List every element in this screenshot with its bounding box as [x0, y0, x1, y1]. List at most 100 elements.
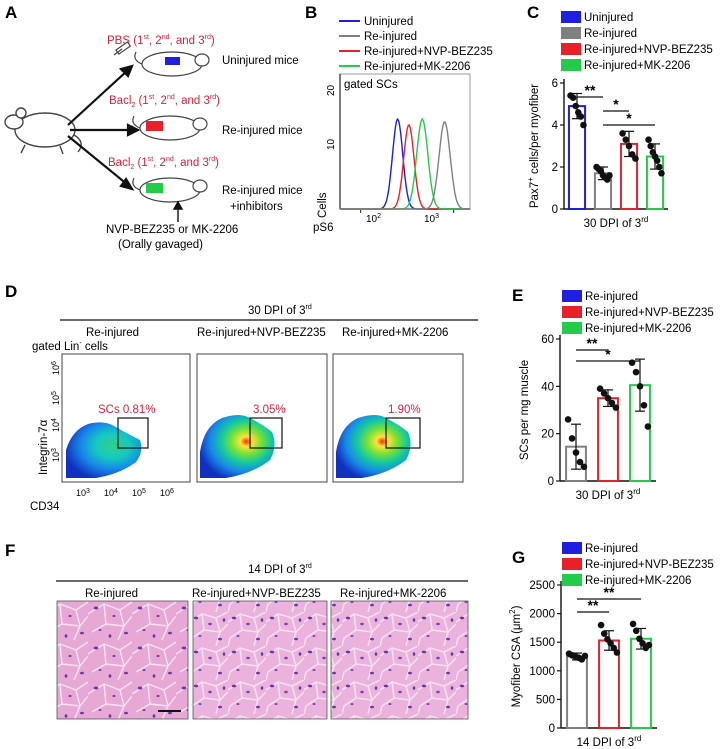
histogram-ytick-10: 10 — [326, 138, 337, 150]
csa-ytick-label-2: 1000 — [529, 666, 555, 678]
panel-a-schematic: PBS (1st, 2nd, and 3rd) Uninjured mice B… — [4, 34, 303, 251]
histology-image-3 — [330, 600, 469, 720]
histo-col-title-2: Re-injured+NVP-BEZ235 — [192, 588, 321, 600]
scs-sig-label-0: ** — [587, 335, 598, 351]
flow-density-1 — [66, 422, 142, 478]
panel-d-flow: 30 DPI of 3rd Re-injured Re-injured+NVP-… — [30, 304, 478, 513]
legend-label-nvp: Re-injured+NVP-BEZ235 — [364, 46, 493, 58]
flow-xtick-1e5: 105 — [132, 488, 146, 498]
panel-d-header: 30 DPI of 3rd — [248, 304, 312, 317]
csa-ytick-label-4: 2000 — [529, 609, 555, 621]
treatment-bot-label: Bacl2 (1st, 2nd, and 3rd) — [108, 156, 219, 171]
pax7-ylabel: Pax7+ cells/per myofiber — [526, 84, 541, 208]
csa-ytick-label-3: 1500 — [529, 637, 555, 649]
pax7-point-2-1 — [622, 136, 630, 143]
inhibitor-mice-label-2: +inhibitors — [230, 201, 283, 213]
panel-f-header: 14 DPI of 3rd — [248, 563, 312, 576]
histogram-chart: gated SCs 20 10 Cells 102 103 pS6 — [313, 73, 471, 234]
legend-e-nvp: Re-injured+NVP-BEZ235 — [585, 307, 714, 319]
pax7-bar-0 — [567, 105, 587, 210]
histogram-ylabel: Cells — [317, 192, 329, 218]
mouse-reinjured-icon — [132, 115, 208, 141]
pax7-point-3-0 — [645, 136, 652, 143]
legend-label-reinjured: Re-injured — [364, 31, 417, 43]
flow-gate-box-3 — [385, 417, 421, 449]
pax7-sig-label-0: ** — [585, 82, 596, 98]
flow-ytick-1e4: 104 — [51, 418, 61, 432]
flow-gate-label: gated Lin- cells — [32, 340, 108, 353]
panel-f-letter: F — [5, 541, 15, 560]
panel-c-letter: C — [527, 3, 539, 22]
scs-point-1-1 — [600, 390, 608, 397]
syringe-icon — [113, 41, 132, 56]
scs-point-1-4 — [612, 404, 620, 411]
mouse-inhibitor-icon — [132, 177, 208, 203]
central-mouse-icon — [4, 107, 82, 155]
reinjured-mark — [146, 121, 163, 131]
legend-swatch-nvp — [561, 43, 581, 55]
flow-gate-box-2 — [249, 417, 283, 449]
pax7-point-0-5 — [580, 121, 587, 129]
scs-sig-label-1: * — [605, 346, 611, 362]
scs-ytick-label-1: 20 — [541, 429, 554, 441]
legend-g-nvp: Re-injured+NVP-BEZ235 — [585, 559, 714, 571]
drug-label-2: (Orally gavaged) — [118, 239, 203, 251]
panel-e-legend: Re-injured Re-injured+NVP-BEZ235 Re-inju… — [562, 290, 714, 335]
legend-label-uninjured: Uninjured — [364, 16, 413, 28]
panel-b-legend: Uninjured Re-injured Re-injured+NVP-BEZ2… — [339, 16, 493, 73]
flow-ylabel: Integrin-7α — [38, 419, 50, 475]
histogram-series-3 — [340, 121, 470, 210]
flow-density-2 — [200, 415, 275, 478]
flow-col-title-1: Re-injured — [86, 327, 139, 339]
legend-c-mk: Re-injured+MK-2206 — [584, 60, 690, 72]
csa-ytick-label-0: 0 — [549, 723, 555, 735]
scs-point-0-3 — [576, 458, 584, 466]
csa-bar-0 — [566, 655, 588, 729]
legend-e-swatch-nvp — [562, 306, 582, 318]
scs-point-2-4 — [644, 423, 652, 430]
scs-point-1-0 — [596, 385, 604, 393]
scs-point-2-3 — [640, 401, 648, 409]
legend-g-swatch-reinjured — [562, 542, 582, 554]
scs-ytick-label-0: 0 — [548, 476, 554, 488]
legend-g-swatch-mk — [562, 574, 582, 586]
legend-g-reinjured: Re-injured — [585, 543, 638, 555]
csa-ylabel: Myofiber CSA (μm2) — [508, 605, 523, 707]
legend-g-mk: Re-injured+MK-2206 — [585, 575, 691, 587]
legend-g-swatch-nvp — [562, 558, 582, 570]
scs-xlabel: 30 DPI of 3rd — [576, 487, 641, 502]
scs-ytick-label-3: 60 — [541, 334, 554, 346]
pax7-sig-label-1: * — [613, 96, 619, 112]
pax7-ytick-label-2: 4 — [552, 120, 559, 132]
scs-point-2-2 — [636, 383, 644, 390]
pax7-point-3-6 — [658, 170, 665, 177]
csa-ytick-label-5: 2500 — [529, 580, 555, 592]
csa-point-2-1 — [632, 627, 640, 635]
pax7-ytick-label-3: 6 — [552, 78, 558, 90]
scs-point-0-1 — [568, 435, 576, 442]
legend-label-mk: Re-injured+MK-2206 — [364, 61, 470, 73]
uninjured-mice-label: Uninjured mice — [222, 55, 299, 67]
flow-gate-pct-3: 1.90% — [388, 404, 421, 416]
scs-point-1-2 — [604, 394, 612, 402]
scs-ylabel: SCs per mg muscle — [519, 360, 531, 460]
panel-d-letter: D — [5, 282, 17, 301]
treatment-top-label: PBS (1st, 2nd, and 3rd) — [107, 34, 215, 47]
inhibitor-mark — [146, 183, 163, 193]
scs-point-0-0 — [564, 416, 572, 423]
panel-g-legend: Re-injured Re-injured+NVP-BEZ235 Re-inju… — [562, 542, 714, 587]
branch-arrows — [67, 64, 141, 191]
csa-sig-label-1: ** — [604, 584, 615, 600]
flow-col-title-3: Re-injured+MK-2206 — [342, 327, 448, 339]
csa-point-1-1 — [600, 630, 608, 637]
reinjured-mice-label: Re-injured mice — [222, 125, 303, 137]
pax7-point-1-6 — [606, 172, 613, 179]
histogram-gate-label: gated SCs — [344, 79, 398, 91]
pax7-point-0-2 — [572, 102, 580, 110]
histo-col-title-1: Re-injured — [85, 588, 138, 600]
pax7-point-0-4 — [577, 113, 585, 120]
histology-image-2 — [192, 600, 328, 720]
legend-c-nvp: Re-injured+NVP-BEZ235 — [584, 44, 713, 56]
flow-xtick-1e4: 104 — [104, 488, 118, 498]
histogram-xtick-100: 102 — [366, 213, 381, 225]
